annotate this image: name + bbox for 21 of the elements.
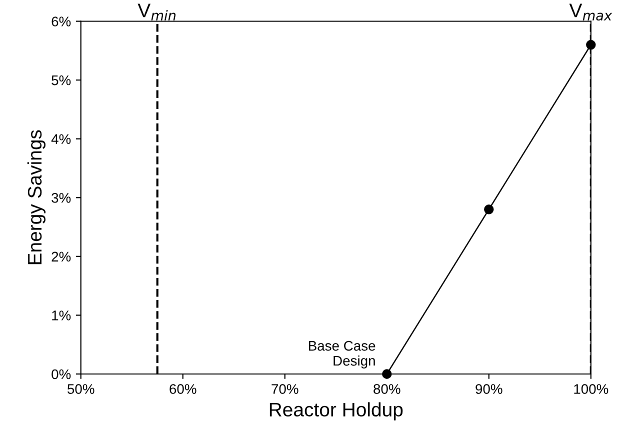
x-axis-title: Reactor Holdup [270,402,403,420]
ref-line-label: V$_{min}$ [138,4,176,20]
point [382,369,392,379]
y-tick-label: 6% [52,16,71,26]
y-tick-label: 3% [52,192,71,203]
y-tick-label: 5% [52,75,71,86]
annotation: Base Case Design [308,340,376,368]
y-tick-label: 0% [52,369,71,380]
y-tick-label: 2% [52,252,71,262]
x-tick-label: 60% [170,384,196,394]
y-axis-title: Energy Savings [27,130,46,264]
ref-line-label: V$_{max}$ [569,4,612,21]
x-tick-label: 50% [68,384,94,394]
x-tick-label: 90% [476,384,502,394]
y-tick-label: 1% [52,310,71,320]
point [586,40,596,50]
x-tick-label: 70% [272,384,298,394]
point [484,204,494,214]
x-tick-label: 100% [574,384,608,394]
y-tick-label: 4% [51,134,71,144]
x-tick-label: 80% [374,384,400,394]
